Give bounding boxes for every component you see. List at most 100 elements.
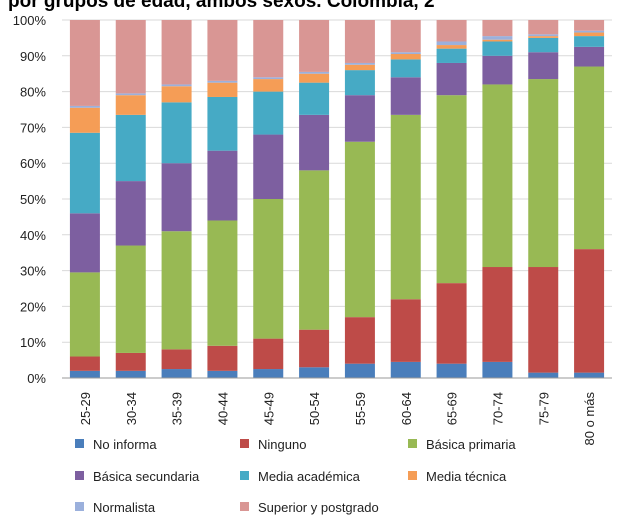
legend-label: Ninguno [258, 437, 306, 452]
bar-segment [574, 66, 605, 250]
bar-segment [574, 30, 605, 33]
y-tick-label: 80% [20, 85, 46, 100]
bar-segment [161, 86, 192, 103]
bar-segment [207, 20, 238, 81]
bar-segment [115, 95, 146, 115]
bar-segment [528, 20, 559, 35]
x-tick-label: 50-54 [307, 392, 322, 425]
bar-segment [482, 84, 513, 268]
bar-segment [253, 91, 284, 135]
bar-segment [574, 372, 605, 378]
bar-segment [299, 329, 330, 368]
bar-segment [574, 46, 605, 67]
bar-segment [207, 370, 238, 378]
y-tick-label: 10% [20, 335, 46, 350]
bar-segment [69, 370, 100, 378]
x-tick-label: 80 o más [582, 392, 597, 446]
legend-label: No informa [93, 437, 157, 452]
x-tick-label: 40-44 [215, 392, 230, 425]
bar-segment [115, 370, 146, 378]
bar-segment [69, 107, 100, 133]
legend-label: Superior y postgrado [258, 500, 379, 515]
bar-segment [69, 356, 100, 371]
y-tick-label: 30% [20, 264, 46, 279]
legend-label: Normalista [93, 500, 156, 515]
y-tick-label: 0% [27, 371, 46, 386]
bar-segment [436, 283, 467, 364]
x-tick-label: 60-64 [399, 392, 414, 425]
bar-segment [436, 45, 467, 49]
bar-segment [299, 20, 330, 72]
bar-segment [115, 93, 146, 96]
bar-segment [436, 363, 467, 378]
bar-segment [161, 84, 192, 87]
bar-segment [574, 249, 605, 373]
bar-segment [115, 114, 146, 182]
bar-segment [344, 141, 375, 318]
bar-segment [482, 361, 513, 378]
y-tick-label: 20% [20, 299, 46, 314]
legend-label: Básica primaria [426, 437, 516, 452]
bar-segment [161, 163, 192, 232]
bar-segment [528, 34, 559, 37]
bar-segment [299, 73, 330, 83]
bar-segment [115, 245, 146, 353]
bar-segment [436, 20, 467, 42]
bar-segment [528, 267, 559, 373]
bar-segment [390, 59, 421, 78]
bar-segment [207, 220, 238, 346]
y-tick-label: 50% [20, 192, 46, 207]
bar-segment [253, 134, 284, 199]
legend-swatch [240, 439, 249, 448]
legend-swatch [408, 439, 417, 448]
bar-segment [161, 369, 192, 378]
bar-segment [390, 361, 421, 378]
bar-segment [528, 52, 559, 80]
bar-segment [299, 114, 330, 171]
bar-segment [161, 349, 192, 370]
x-tick-label: 70-74 [490, 392, 505, 425]
bar-segment [482, 55, 513, 85]
bar-segment [299, 367, 330, 378]
bar-segment [344, 62, 375, 65]
bar-segment [574, 20, 605, 31]
bar-segment [115, 352, 146, 371]
bar-segment [574, 32, 605, 37]
legend-label: Media técnica [426, 469, 507, 484]
bar-segment [482, 39, 513, 42]
bar-segment [436, 48, 467, 63]
x-tick-label: 25-29 [78, 392, 93, 425]
bar-segment [115, 20, 146, 94]
legend-swatch [240, 502, 249, 511]
x-tick-label: 55-59 [353, 392, 368, 425]
bar-segment [207, 150, 238, 221]
bar-segment [482, 41, 513, 56]
bar-segment [528, 37, 559, 53]
bar-segment [207, 80, 238, 83]
bar-segment [344, 64, 375, 71]
bar-segment [390, 54, 421, 60]
bar-segment [344, 70, 375, 96]
bar-segment [528, 372, 559, 378]
y-tick-label: 100% [13, 13, 47, 28]
bar-segment [253, 77, 284, 80]
bar-segment [69, 105, 100, 108]
bar-segment [344, 317, 375, 364]
bar-segment [482, 36, 513, 40]
bar-segment [390, 299, 421, 362]
bar-segment [161, 231, 192, 350]
y-tick-label: 70% [20, 120, 46, 135]
bar-segment [390, 52, 421, 55]
bar-segment [253, 199, 284, 339]
bar-segment [344, 363, 375, 378]
bar-segment [436, 95, 467, 284]
bar-segment [253, 79, 284, 92]
y-tick-label: 40% [20, 228, 46, 243]
legend-swatch [75, 471, 84, 480]
chart-title: por grupos de edad, ambos sexos. Colombi… [8, 0, 435, 12]
legend-label: Media académica [258, 469, 361, 484]
bar-segment [299, 82, 330, 115]
bar-segment [161, 20, 192, 85]
x-tick-label: 35-39 [170, 392, 185, 425]
bar-segment [207, 96, 238, 151]
